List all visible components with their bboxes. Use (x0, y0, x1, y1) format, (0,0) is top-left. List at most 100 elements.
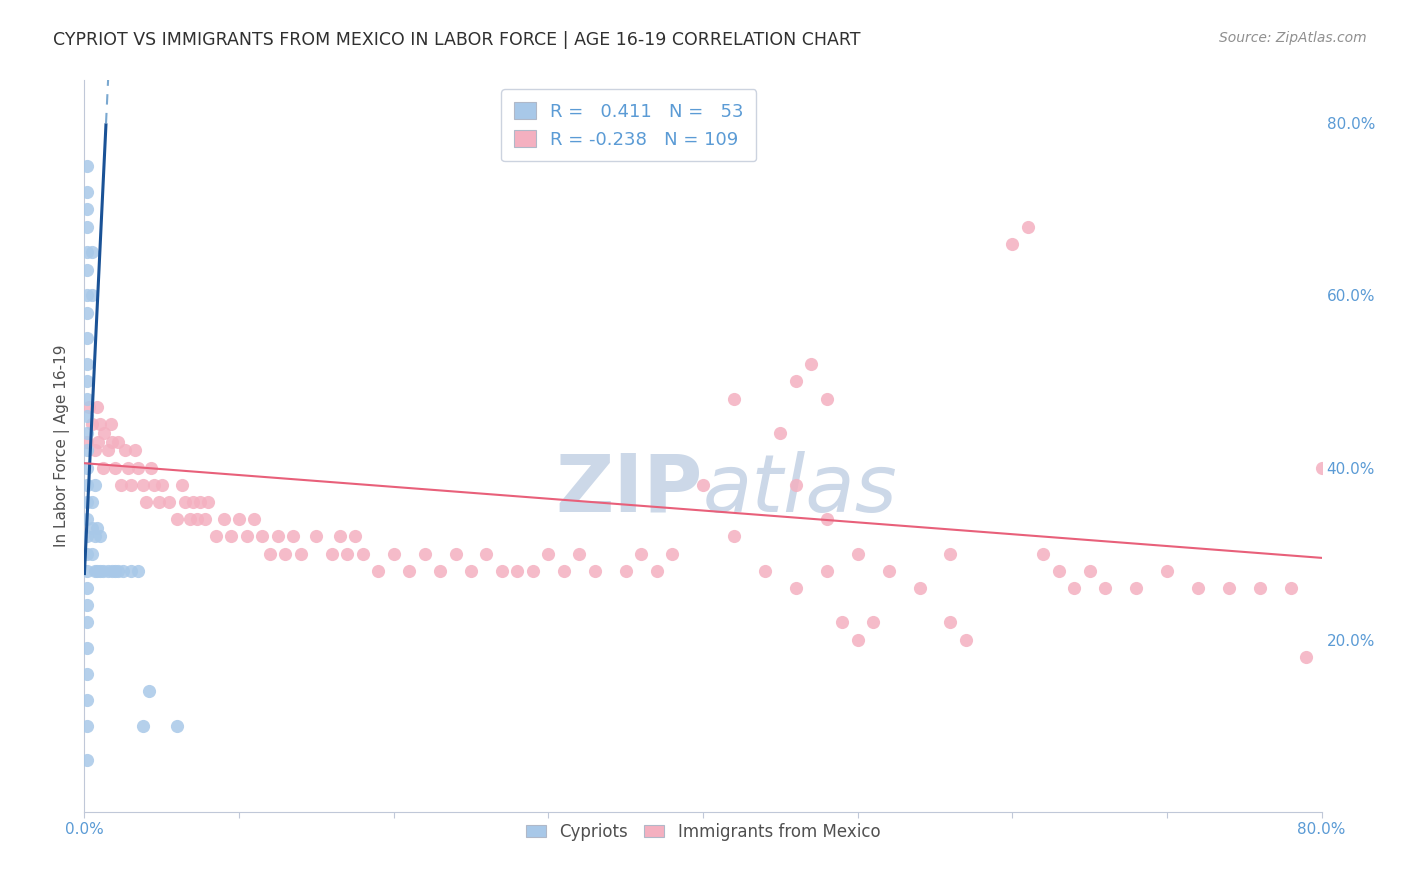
Point (243, 512, 266, 526)
Point (100, 417, 122, 432)
Point (138, 684, 160, 698)
Point (846, 547, 869, 561)
Point (89, 529, 111, 543)
Point (194, 512, 217, 526)
Point (815, 512, 838, 526)
Point (166, 512, 188, 526)
Point (1279, 581, 1302, 595)
Point (1078, 564, 1101, 578)
Point (76, 477, 98, 491)
Point (135, 495, 157, 509)
Point (143, 477, 166, 491)
Point (862, 615, 884, 630)
Point (1017, 219, 1039, 234)
Point (93, 426, 115, 441)
Point (336, 547, 359, 561)
Point (148, 495, 170, 509)
Point (76, 159, 98, 173)
Point (124, 443, 146, 458)
Point (460, 564, 482, 578)
Point (76, 615, 98, 630)
Point (769, 426, 792, 441)
Point (197, 495, 219, 509)
Point (321, 547, 343, 561)
Point (87, 434, 110, 449)
Point (76, 512, 98, 526)
Point (82, 495, 104, 509)
Point (186, 512, 208, 526)
Point (382, 547, 405, 561)
Point (219, 529, 242, 543)
Point (1218, 581, 1240, 595)
Point (250, 529, 273, 543)
Point (281, 529, 305, 543)
Point (723, 392, 745, 406)
Point (1187, 581, 1209, 595)
Point (84, 477, 107, 491)
Point (274, 547, 297, 561)
Point (413, 547, 436, 561)
Point (114, 443, 136, 458)
Point (1125, 581, 1147, 595)
Point (76, 460, 98, 475)
Point (120, 477, 142, 491)
Point (76, 434, 98, 449)
Point (96, 443, 118, 458)
Text: ZIP: ZIP (555, 450, 703, 529)
Point (76, 219, 98, 234)
Point (398, 564, 420, 578)
Point (76, 443, 98, 458)
Point (82, 288, 104, 302)
Point (84, 443, 107, 458)
Point (76, 529, 98, 543)
Point (110, 477, 132, 491)
Point (89, 564, 111, 578)
Point (76, 409, 98, 423)
Point (1047, 564, 1070, 578)
Point (76, 202, 98, 217)
Point (76, 581, 98, 595)
Point (939, 615, 962, 630)
Point (101, 564, 124, 578)
Y-axis label: In Labor Force | Age 16-19: In Labor Force | Age 16-19 (55, 344, 70, 548)
Point (132, 719, 155, 733)
Point (491, 564, 513, 578)
Point (82, 547, 104, 561)
Point (228, 512, 250, 526)
Point (107, 434, 129, 449)
Point (76, 262, 98, 277)
Point (76, 357, 98, 371)
Point (305, 529, 328, 543)
Point (614, 564, 637, 578)
Point (785, 375, 807, 389)
Point (159, 495, 180, 509)
Point (76, 185, 98, 199)
Point (181, 495, 204, 509)
Point (846, 632, 869, 647)
Point (91, 460, 114, 475)
Point (553, 564, 575, 578)
Point (1001, 236, 1024, 251)
Point (82, 521, 104, 535)
Point (107, 564, 129, 578)
Point (117, 460, 139, 475)
Point (367, 564, 389, 578)
Point (76, 719, 98, 733)
Point (328, 529, 352, 543)
Point (1094, 581, 1116, 595)
Text: Source: ZipAtlas.com: Source: ZipAtlas.com (1219, 31, 1367, 45)
Point (76, 392, 98, 406)
Point (86, 401, 108, 415)
Point (188, 495, 211, 509)
Point (112, 564, 135, 578)
Point (1310, 460, 1333, 475)
Point (104, 564, 127, 578)
Point (1249, 581, 1271, 595)
Text: CYPRIOT VS IMMIGRANTS FROM MEXICO IN LABOR FORCE | AGE 16-19 CORRELATION CHART: CYPRIOT VS IMMIGRANTS FROM MEXICO IN LAB… (53, 31, 860, 49)
Point (76, 305, 98, 319)
Point (104, 460, 127, 475)
Point (150, 477, 173, 491)
Point (139, 460, 162, 475)
Point (259, 547, 281, 561)
Point (84, 564, 107, 578)
